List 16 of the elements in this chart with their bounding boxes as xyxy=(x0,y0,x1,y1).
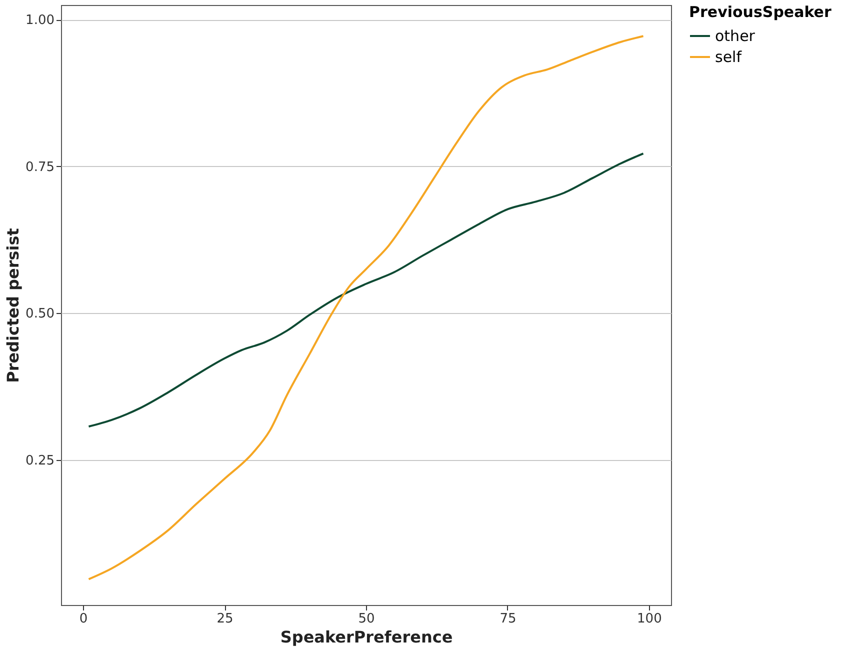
y-tick-label: 0.50 xyxy=(26,306,54,322)
legend-label: other xyxy=(715,27,756,45)
x-axis-title: SpeakerPreference xyxy=(280,628,453,646)
x-tick-label: 0 xyxy=(79,612,88,626)
legend-label: self xyxy=(715,48,742,66)
y-tick-label: 0.25 xyxy=(26,453,54,468)
legend-title: PreviousSpeaker xyxy=(689,3,832,21)
x-tick-label: 100 xyxy=(637,612,662,626)
y-axis-title: Predicted persist xyxy=(4,228,23,383)
y-tick-label: 0.75 xyxy=(26,160,54,175)
x-tick-label: 50 xyxy=(358,612,375,626)
x-tick-label: 25 xyxy=(216,612,234,626)
line-series xyxy=(88,35,644,580)
x-tick-label: 75 xyxy=(500,612,516,626)
y-tick-label: 1.00 xyxy=(26,13,54,28)
line-series xyxy=(88,152,644,428)
